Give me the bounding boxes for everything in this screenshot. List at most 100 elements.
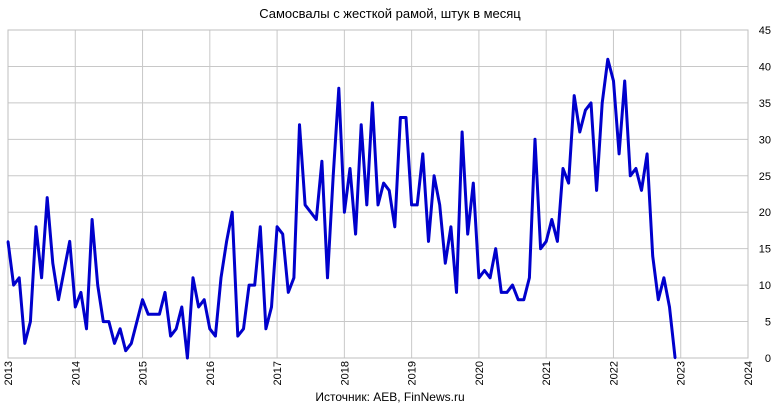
y-tick-label: 15: [759, 244, 771, 256]
data-point: [606, 58, 609, 61]
data-point: [96, 283, 99, 287]
data-point: [494, 247, 497, 250]
data-point: [34, 225, 38, 228]
data-point: [573, 94, 576, 97]
data-point: [79, 291, 83, 294]
data-point: [533, 138, 537, 141]
data-point: [393, 225, 396, 228]
y-tick-label: 45: [759, 25, 771, 37]
data-point: [617, 152, 621, 156]
data-point: [113, 342, 116, 345]
data-point: [23, 342, 26, 345]
data-point: [640, 189, 643, 192]
data-point: [539, 247, 542, 250]
data-point: [634, 167, 638, 170]
data-point: [247, 283, 251, 287]
y-tick-label: 30: [759, 134, 771, 146]
data-point: [208, 327, 211, 330]
data-point: [225, 240, 228, 243]
data-point: [657, 298, 660, 301]
data-point: [505, 291, 509, 294]
data-point: [550, 218, 553, 221]
data-point: [629, 174, 632, 177]
data-point: [556, 240, 559, 243]
y-tick-label: 0: [765, 353, 771, 365]
data-point: [6, 240, 10, 243]
data-point: [449, 225, 453, 228]
data-point: [483, 269, 486, 272]
x-tick-label: 2019: [407, 361, 419, 385]
data-point: [500, 291, 503, 294]
x-tick-label: 2017: [272, 361, 284, 385]
data-point: [354, 232, 357, 236]
data-point: [214, 334, 217, 338]
data-point: [303, 203, 307, 207]
data-point: [444, 262, 447, 265]
data-point: [332, 174, 335, 177]
data-point: [651, 254, 654, 258]
data-point: [584, 109, 587, 112]
data-point: [298, 123, 301, 127]
data-point: [388, 189, 391, 192]
data-point: [292, 276, 296, 279]
data-point: [85, 327, 88, 330]
x-tick-label: 2022: [608, 361, 620, 385]
data-point: [360, 123, 363, 127]
chart-title: Самосвалы с жесткой рамой, штук в месяц: [259, 6, 521, 21]
plot-area-border: [7, 29, 749, 359]
y-tick-label: 10: [759, 280, 771, 292]
data-point: [147, 313, 150, 316]
data-point: [416, 203, 419, 207]
data-point: [466, 232, 469, 236]
data-point: [197, 305, 200, 309]
data-point: [242, 327, 245, 330]
data-point: [46, 196, 49, 199]
data-point: [460, 130, 464, 134]
data-point: [135, 320, 139, 323]
data-point: [343, 211, 346, 214]
data-point: [399, 116, 402, 119]
data-point: [264, 327, 268, 330]
data-point: [51, 262, 54, 265]
data-point: [118, 327, 122, 330]
data-point: [281, 232, 284, 236]
data-point: [186, 356, 189, 360]
x-tick-label: 2024: [743, 361, 755, 385]
data-point: [365, 203, 368, 207]
y-tick-label: 25: [759, 171, 771, 183]
data-point: [270, 305, 273, 309]
y-tick-label: 5: [765, 317, 771, 329]
data-point: [511, 283, 514, 287]
series-group: [6, 57, 677, 360]
y-tick-label: 40: [759, 61, 771, 73]
data-point: [152, 313, 155, 316]
data-point: [404, 116, 408, 119]
data-point: [29, 320, 32, 323]
data-point: [376, 203, 380, 207]
data-point: [477, 276, 481, 279]
x-tick-label: 2015: [138, 361, 150, 385]
data-point: [169, 334, 172, 338]
x-tick-label: 2013: [3, 361, 15, 385]
data-point: [589, 101, 593, 105]
chart-source: Источник: AEB, FinNews.ru: [315, 390, 465, 404]
data-point: [410, 203, 413, 207]
x-tick-label: 2020: [474, 361, 486, 385]
data-point: [578, 130, 581, 134]
data-point: [645, 152, 649, 156]
data-point: [90, 218, 94, 221]
data-point: [601, 101, 604, 105]
data-point: [130, 342, 133, 345]
series-line: [6, 57, 677, 360]
data-point: [74, 305, 77, 309]
data-point: [488, 276, 492, 279]
data-point: [57, 298, 60, 301]
data-point: [528, 276, 531, 279]
data-point: [517, 298, 520, 301]
x-tick-label: 2016: [205, 361, 217, 385]
data-point: [253, 283, 256, 287]
data-point: [12, 283, 15, 287]
data-point: [175, 327, 178, 330]
data-point: [236, 334, 239, 338]
data-point: [427, 240, 430, 243]
